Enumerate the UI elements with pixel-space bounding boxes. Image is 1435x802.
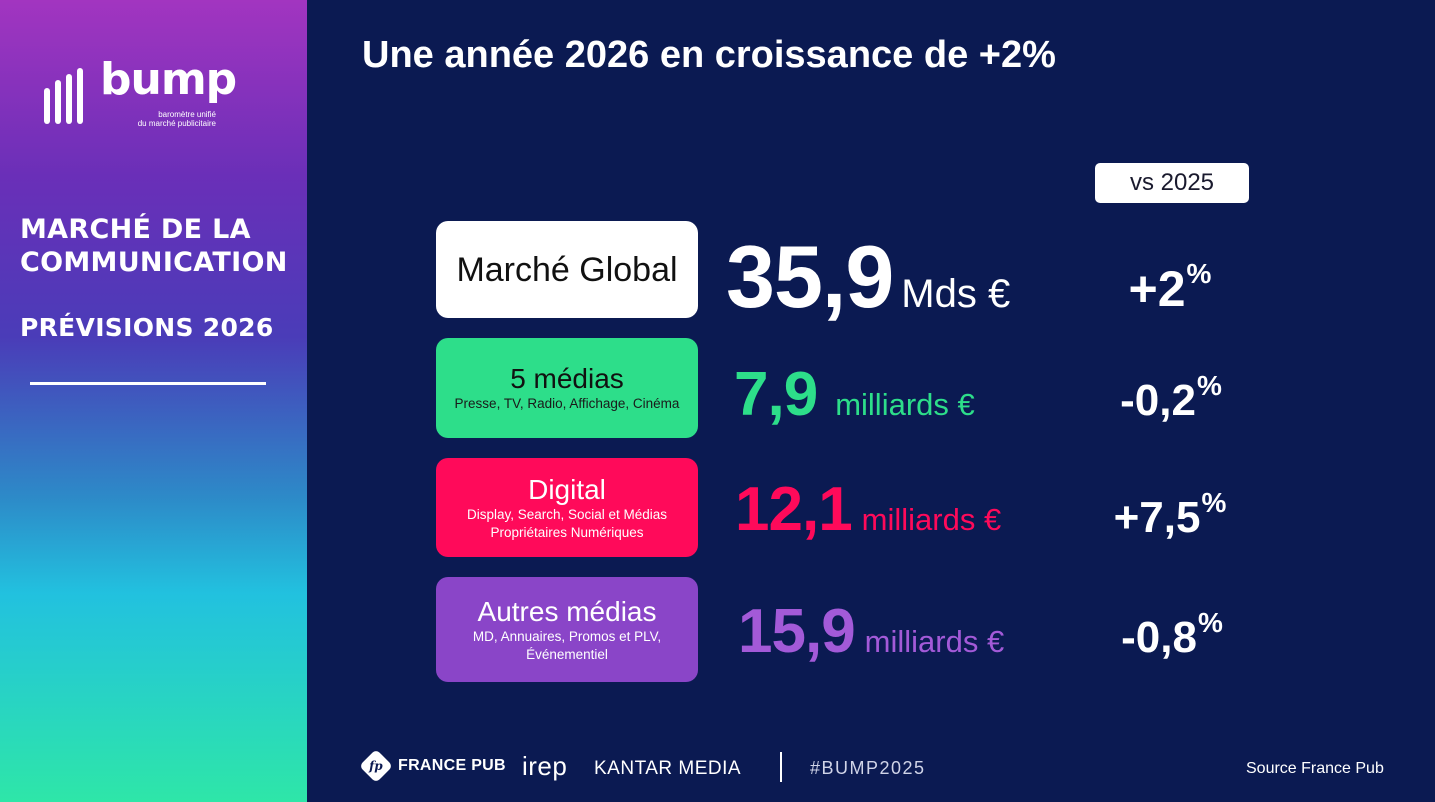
logo-tagline: baromètre unifié du marché publicitaire xyxy=(137,110,216,128)
bars-icon xyxy=(44,68,92,124)
kantar-media-logo: KANTAR MEDIA xyxy=(594,758,742,779)
sidebar-divider xyxy=(30,382,266,385)
value-number: 35,9 xyxy=(726,227,894,326)
category-label: Digital xyxy=(528,473,606,505)
change-unit: % xyxy=(1201,487,1227,518)
logo-bar xyxy=(66,74,72,124)
hashtag: #BUMP2025 xyxy=(810,758,926,778)
logo-bar xyxy=(44,88,50,124)
category-label: Autres médias xyxy=(477,595,657,627)
sidebar-title: MARCHÉ DE LA COMMUNICATION xyxy=(20,214,288,278)
category-sublabel: Presse, TV, Radio, Affichage, Cinéma xyxy=(454,396,680,411)
footer: fp FRANCE PUB irep KANTAR MEDIA #BUMP202… xyxy=(0,748,1435,788)
change-value: -0,8 xyxy=(1121,613,1197,662)
change-digital: +7,5% xyxy=(1080,487,1260,545)
sidebar: bump baromètre unifié du marché publicit… xyxy=(0,0,307,802)
value-autres-medias: 15,9 milliards € xyxy=(738,592,1004,672)
logo-bar xyxy=(77,68,83,124)
sidebar-subtitle: PRÉVISIONS 2026 xyxy=(20,313,274,342)
bump-logo: bump baromètre unifié du marché publicit… xyxy=(44,58,244,134)
category-label: Marché Global xyxy=(456,250,678,289)
value-unit: Mds € xyxy=(901,272,1011,316)
change-5-medias: -0,2% xyxy=(1081,370,1261,428)
category-box-autres-medias: Autres médias MD, Annuaires, Promos et P… xyxy=(436,577,698,682)
value-5-medias: 7,9 milliards € xyxy=(734,355,975,435)
category-sublabel: MD, Annuaires, Promos et PLV, Événementi… xyxy=(472,628,662,662)
change-unit: % xyxy=(1196,370,1222,401)
page-title: Une année 2026 en croissance de +2% xyxy=(362,34,1056,76)
change-value: -0,2 xyxy=(1120,376,1196,425)
value-global: 35,9 Mds € xyxy=(726,222,1010,332)
france-pub-text: FRANCE PUB xyxy=(398,757,506,774)
irep-logo: irep xyxy=(522,751,568,781)
logo-word: bump xyxy=(100,54,237,105)
category-label: 5 médias xyxy=(510,363,624,394)
value-digital: 12,1 milliards € xyxy=(735,470,1001,550)
category-box-digital: Digital Display, Search, Social et Média… xyxy=(436,458,698,557)
change-value: +7,5 xyxy=(1113,493,1201,542)
value-unit: milliards € xyxy=(835,387,975,422)
change-autres-medias: -0,8% xyxy=(1082,607,1262,665)
category-box-global: Marché Global xyxy=(436,221,698,318)
change-unit: % xyxy=(1186,258,1212,289)
change-value: +2 xyxy=(1128,261,1186,317)
value-unit: milliards € xyxy=(861,502,1002,537)
source-credit: Source France Pub xyxy=(1246,760,1384,777)
value-unit: milliards € xyxy=(864,624,1005,659)
comparison-badge: vs 2025 xyxy=(1095,163,1249,203)
value-number: 7,9 xyxy=(734,360,818,429)
value-number: 15,9 xyxy=(738,597,856,666)
value-number: 12,1 xyxy=(735,475,853,544)
change-unit: % xyxy=(1197,607,1223,638)
change-global: +2% xyxy=(1080,258,1260,317)
category-box-5-medias: 5 médias Presse, TV, Radio, Affichage, C… xyxy=(436,338,698,438)
footer-divider xyxy=(780,752,782,782)
france-pub-icon-text: fp xyxy=(369,759,383,773)
category-sublabel: Display, Search, Social et Médias Propri… xyxy=(466,506,668,540)
france-pub-logo: fp FRANCE PUB xyxy=(359,749,506,783)
logo-bar xyxy=(55,80,61,124)
france-pub-icon: fp xyxy=(359,749,393,783)
